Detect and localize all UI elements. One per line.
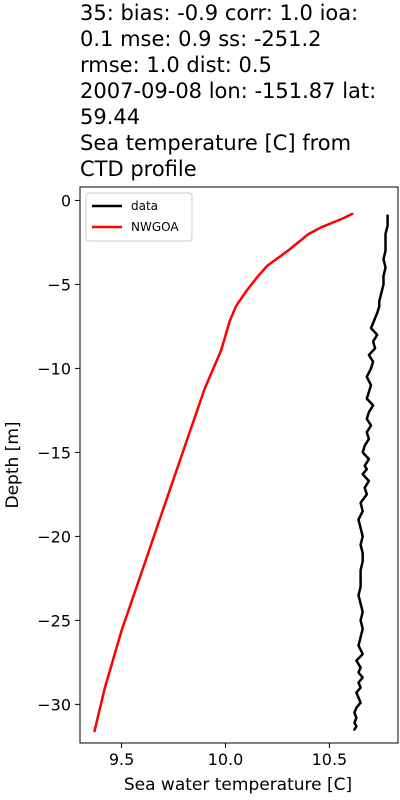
y-tick-label: 0 [61,191,71,210]
y-tick-label: −5 [47,275,71,294]
y-tick-label: −10 [37,359,71,378]
axes-frame [79,186,399,744]
title-line-7: CTD profile [80,157,197,181]
title-line-5: 59.44 [80,105,141,129]
y-axis: 0 −5 −10 −15 −20 −25 −30 [37,191,80,714]
title-line-1: 35: bias: -0.9 corr: 1.0 ioa: [80,1,359,25]
y-tick-label: −25 [37,611,71,630]
series-line-nwgoa [93,212,354,733]
title-line-4: 2007-09-08 lon: -151.87 lat: [80,79,377,103]
legend-label-nwgoa: NWGOA [131,220,179,234]
x-tick-label: 9.5 [109,750,134,769]
x-tick-label: 10.0 [208,750,244,769]
y-tick-label: −30 [37,695,71,714]
x-axis-label: Sea water temperature [C] [124,775,352,795]
series-line-data [353,214,389,731]
x-tick-label: 10.5 [312,750,348,769]
legend: data NWGOA [85,192,193,242]
y-axis-label: Depth [m] [3,421,23,508]
legend-label-data: data [131,199,158,213]
chart-title: 35: bias: -0.9 corr: 1.0 ioa: 0.1 mse: 0… [80,0,398,182]
title-line-6: Sea temperature [C] from [80,131,352,155]
plot-area [93,212,389,733]
y-tick-label: −15 [37,443,71,462]
x-axis: 9.5 10.0 10.5 [109,743,347,769]
y-tick-label: −20 [37,527,71,546]
title-line-3: rmse: 1.0 dist: 0.5 [80,53,272,77]
title-line-2: 0.1 mse: 0.9 ss: -251.2 [80,27,322,51]
